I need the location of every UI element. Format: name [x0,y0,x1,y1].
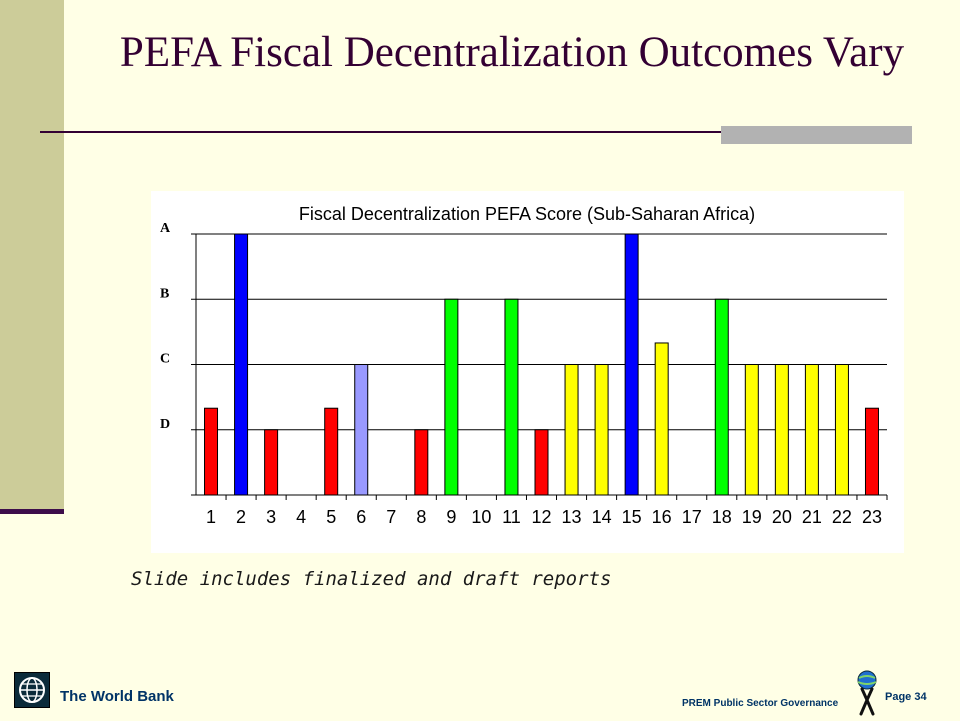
x-tick-label-6: 6 [356,507,366,527]
bar-13 [564,364,579,496]
y-tick-label: B [160,286,169,301]
title-accent-bar [721,126,912,144]
x-tick-label-20: 20 [772,507,792,527]
bar-21 [804,364,819,496]
bar-19 [744,364,759,496]
globe-figure-icon [852,670,882,721]
sidebar-accent-cap [0,509,64,514]
x-tick-label-15: 15 [622,507,642,527]
bar-8 [414,429,429,496]
world-bank-logo-icon [14,672,50,708]
x-tick-label-14: 14 [592,507,612,527]
bar-6 [354,364,369,496]
bar-chart: Fiscal Decentralization PEFA Score (Sub-… [160,204,888,527]
x-tick-label-21: 21 [802,507,822,527]
bar-3 [264,429,279,496]
x-tick-label-8: 8 [416,507,426,527]
bar-20 [774,364,789,496]
y-tick-label: D [160,417,170,432]
x-tick-label-4: 4 [296,507,306,527]
footer-unit: PREM Public Sector Governance [682,698,839,709]
bar-1 [204,407,219,496]
x-tick-label-7: 7 [386,507,396,527]
x-tick-label-12: 12 [531,507,551,527]
slide-note: Slide includes finalized and draft repor… [131,568,612,590]
bar-2 [234,233,249,496]
footer-organization: The World Bank [60,688,174,705]
y-tick-label: C [160,352,170,367]
title-underline [40,131,912,133]
bar-11 [504,298,519,496]
bar-15 [624,233,639,496]
page-number: Page 34 [885,691,927,703]
x-tick-label-18: 18 [712,507,732,527]
bar-14 [594,364,609,496]
bar-12 [534,429,549,496]
x-tick-label-13: 13 [562,507,582,527]
chart-panel: Fiscal Decentralization PEFA Score (Sub-… [151,191,904,553]
x-tick-label-5: 5 [326,507,336,527]
bar-22 [834,364,849,496]
x-tick-label-16: 16 [652,507,672,527]
x-tick-label-9: 9 [446,507,456,527]
bar-23 [864,407,879,496]
y-tick-label: A [160,221,171,236]
slide-title: PEFA Fiscal Decentralization Outcomes Va… [119,29,905,76]
x-tick-label-2: 2 [236,507,246,527]
x-tick-label-22: 22 [832,507,852,527]
x-tick-label-3: 3 [266,507,276,527]
sidebar-accent-bar [0,0,64,512]
x-tick-label-17: 17 [682,507,702,527]
x-tick-label-19: 19 [742,507,762,527]
bar-9 [444,298,459,496]
bar-16 [654,342,669,496]
bar-5 [324,407,339,496]
chart-title: Fiscal Decentralization PEFA Score (Sub-… [299,204,755,224]
x-tick-label-11: 11 [502,507,521,527]
bar-18 [714,298,729,496]
x-tick-label-1: 1 [206,507,216,527]
x-tick-label-23: 23 [862,507,882,527]
x-tick-label-10: 10 [471,507,491,527]
